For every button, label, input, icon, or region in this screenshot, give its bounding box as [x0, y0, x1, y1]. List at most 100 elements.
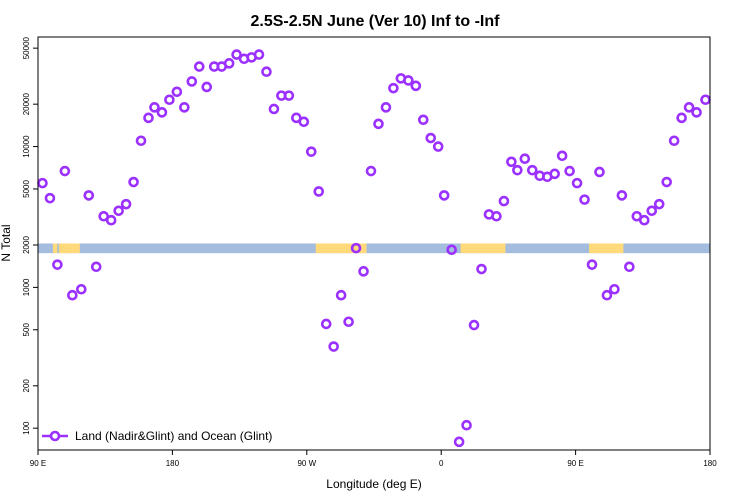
legend-marker: [49, 430, 61, 442]
data-point: [90, 261, 102, 273]
legend: Land (Nadir&Glint) and Ocean (Glint): [42, 429, 272, 443]
data-point: [335, 289, 347, 301]
chart-title: 2.5S-2.5N June (Ver 10) Inf to -Inf: [251, 13, 501, 30]
data-point: [417, 114, 429, 126]
y-tick-label: 50000: [22, 36, 31, 59]
y-tick-label: 5000: [22, 180, 31, 198]
plot-frame: [37, 36, 711, 451]
data-point: [231, 49, 242, 60]
data-point: [579, 194, 590, 205]
data-point: [461, 419, 472, 431]
data-point: [193, 61, 205, 72]
data-point: [149, 102, 160, 113]
data-point: [120, 198, 132, 210]
data-point: [676, 112, 687, 124]
data-point: [410, 80, 422, 92]
legend-entry: Land (Nadir&Glint) and Ocean (Glint): [75, 429, 272, 443]
x-tick-label: 90 E: [567, 459, 583, 468]
x-tick-label: 180: [703, 459, 717, 468]
data-point: [468, 319, 480, 331]
data-point: [373, 118, 384, 130]
data-point: [298, 116, 310, 128]
data-point: [44, 192, 56, 204]
data-point: [143, 112, 154, 124]
land-patch: [58, 243, 80, 254]
data-point: [358, 266, 369, 277]
data-point: [76, 283, 87, 295]
y-tick-label: 10000: [22, 135, 31, 158]
x-axis: 90 E 180 90 W 0 90 E 180: [30, 450, 717, 468]
data-point: [446, 244, 457, 256]
y-tick-label: 20000: [22, 93, 31, 116]
data-point: [350, 242, 362, 254]
data-point: [683, 102, 695, 113]
x-tick-label: 0: [439, 459, 444, 468]
x-axis-label: Longitude (deg E): [326, 477, 421, 491]
data-point: [37, 177, 48, 189]
data-point: [668, 135, 680, 147]
data-point: [380, 102, 392, 113]
data-point: [638, 214, 650, 226]
y-tick-label: 2000: [22, 236, 31, 254]
data-point: [268, 103, 280, 115]
land-patch: [589, 243, 624, 254]
data-point: [164, 94, 175, 106]
data-point: [646, 205, 658, 217]
data-point: [223, 58, 235, 69]
data-point: [512, 164, 523, 176]
data-point: [438, 190, 450, 201]
data-point: [253, 49, 265, 60]
data-point: [52, 259, 63, 270]
data-point: [616, 190, 628, 201]
data-point: [113, 205, 124, 217]
data-point: [171, 86, 183, 98]
land-patch: [52, 243, 58, 254]
data-point: [261, 66, 272, 78]
data-point: [156, 107, 168, 118]
land-patch: [315, 243, 367, 254]
data-point: [571, 177, 583, 189]
data-point: [343, 316, 354, 328]
data-point: [594, 166, 605, 178]
data-point: [586, 259, 598, 270]
data-point: [179, 102, 190, 113]
x-tick-label: 90 E: [30, 459, 46, 468]
data-point: [609, 283, 620, 295]
data-point: [624, 261, 635, 273]
x-tick-label: 180: [166, 459, 180, 468]
y-axis-label: N Total: [0, 224, 13, 261]
data-point: [700, 94, 711, 106]
data-point: [653, 198, 665, 210]
data-point: [491, 210, 502, 222]
data-point: [83, 190, 95, 201]
data-point: [365, 165, 377, 177]
data-point: [313, 186, 325, 197]
x-tick-label: 90 W: [297, 459, 316, 468]
data-point: [432, 141, 444, 152]
ocean-band: [38, 243, 710, 254]
data-point: [403, 75, 414, 86]
data-point: [498, 195, 510, 207]
data-point: [105, 214, 117, 226]
surface-band: [38, 243, 710, 254]
data-point: [425, 132, 437, 144]
y-tick-label: 200: [22, 379, 31, 393]
data-points: [37, 49, 711, 448]
data-point: [135, 135, 147, 147]
data-point: [519, 153, 531, 165]
data-point: [661, 176, 672, 188]
data-point: [128, 176, 139, 188]
data-point: [388, 82, 399, 94]
y-tick-label: 100: [22, 421, 31, 435]
data-point: [526, 164, 538, 176]
data-point: [201, 81, 213, 93]
data-point: [691, 107, 702, 118]
data-point: [556, 150, 568, 162]
data-point: [59, 165, 71, 177]
data-point: [549, 168, 560, 180]
data-point: [601, 289, 613, 301]
data-point: [506, 156, 517, 168]
y-axis: 100 200 500 1000 2000 5000 10000 20000 50000: [22, 36, 38, 435]
land-patch: [460, 243, 506, 254]
